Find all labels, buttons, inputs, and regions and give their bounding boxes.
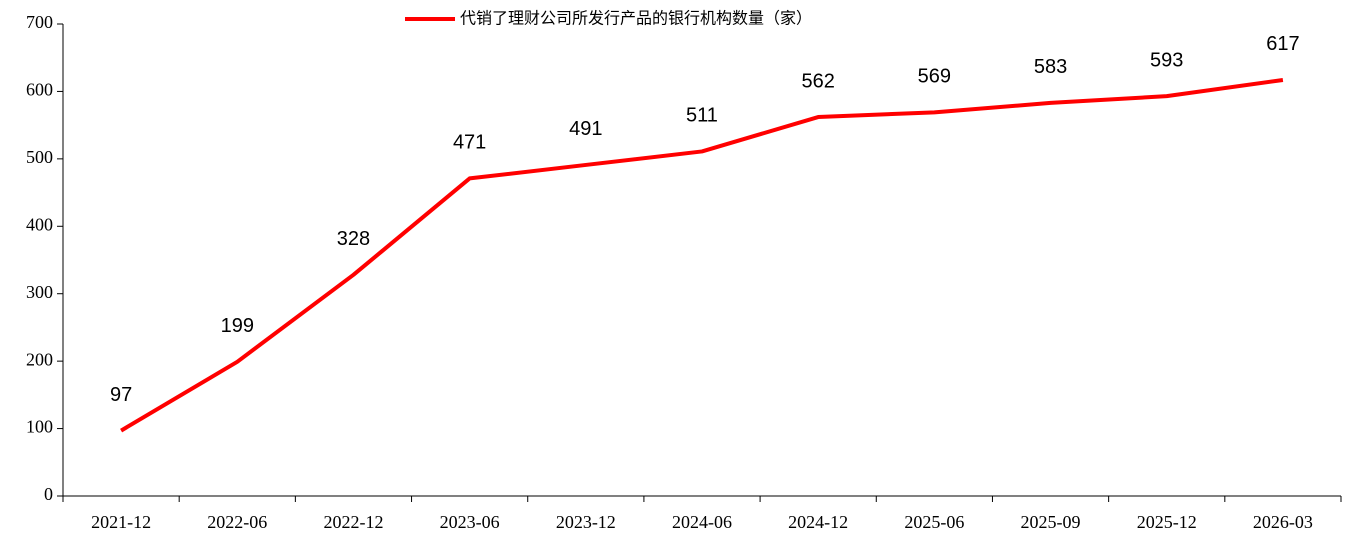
x-tick-label: 2025-12 (1137, 512, 1197, 532)
x-tick-label: 2025-06 (904, 512, 964, 532)
data-label: 569 (918, 66, 951, 88)
data-label: 593 (1150, 49, 1183, 71)
x-tick-label: 2024-12 (788, 512, 848, 532)
data-label: 583 (1034, 56, 1067, 78)
x-tick-label: 2021-12 (91, 512, 151, 532)
x-tick-label: 2026-03 (1253, 512, 1313, 532)
data-label: 97 (110, 384, 132, 406)
y-tick-label: 600 (26, 80, 53, 100)
y-tick-label: 100 (26, 417, 53, 437)
data-label: 491 (569, 118, 602, 140)
x-tick-label: 2022-12 (323, 512, 383, 532)
data-label: 511 (686, 105, 718, 127)
y-tick-label: 700 (26, 12, 53, 32)
x-tick-label: 2022-06 (207, 512, 267, 532)
x-tick-label: 2023-12 (556, 512, 616, 532)
data-label: 328 (337, 228, 370, 250)
data-label: 471 (453, 132, 486, 154)
y-tick-label: 400 (26, 214, 53, 234)
y-tick-label: 0 (44, 484, 53, 504)
y-tick-label: 500 (26, 147, 53, 167)
y-tick-label: 300 (26, 282, 53, 302)
x-tick-label: 2025-09 (1021, 512, 1081, 532)
y-tick-label: 200 (26, 349, 53, 369)
data-label: 562 (801, 70, 834, 92)
data-label: 199 (221, 315, 254, 337)
legend-label: 代销了理财公司所发行产品的银行机构数量（家） (460, 9, 812, 28)
x-tick-label: 2024-06 (672, 512, 732, 532)
x-tick-label: 2023-06 (440, 512, 500, 532)
data-label: 617 (1266, 33, 1299, 55)
data-line (120, 77, 1284, 433)
